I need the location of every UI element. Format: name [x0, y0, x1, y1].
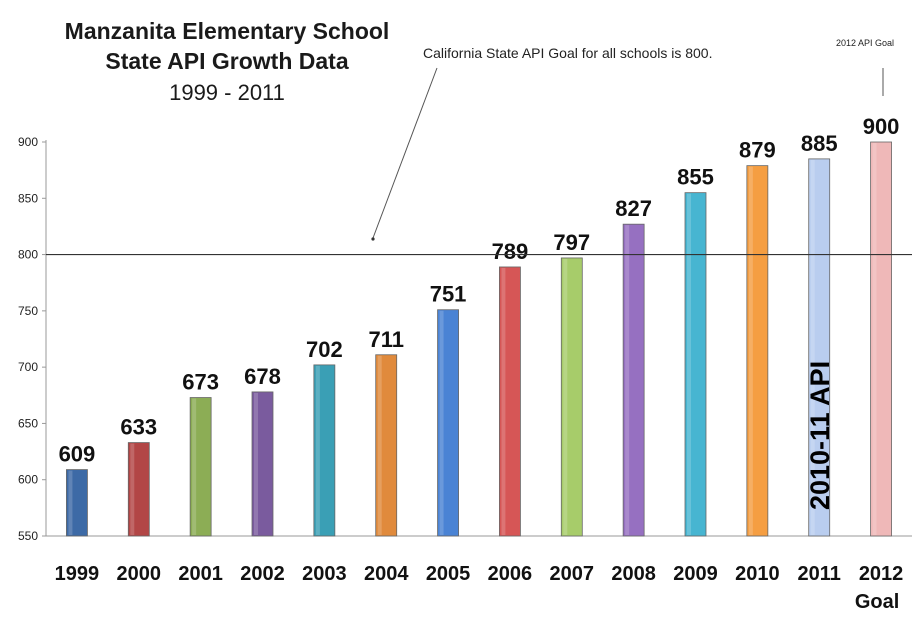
goal-annotation: California State API Goal for all school… [423, 45, 713, 61]
x-tick-label-2011: 2011 [798, 563, 841, 585]
y-tick-label: 650 [18, 416, 38, 430]
value-label-2007: 797 [553, 230, 590, 255]
x-tick-label-1999: 1999 [55, 563, 100, 585]
goal-annotation-pointer-dot [371, 237, 375, 241]
bar-2011 [808, 158, 831, 537]
chart-title-line-2: State API Growth Data [105, 48, 349, 74]
goal-annotation-pointer [372, 67, 438, 239]
bar-highlight-2001 [192, 398, 197, 535]
bar-2010 [746, 165, 769, 537]
value-label-1999: 609 [59, 442, 96, 467]
value-label-2004: 711 [368, 327, 404, 352]
bar-1999 [66, 469, 88, 537]
bar-2000 [127, 442, 150, 537]
value-label-2012: 900 [863, 114, 900, 139]
chart-title-block: Manzanita Elementary School State API Gr… [32, 16, 422, 108]
y-tick-label: 800 [18, 248, 38, 262]
bar-highlight-2010 [748, 166, 753, 535]
value-label-2003: 702 [306, 337, 343, 362]
value-label-2006: 789 [492, 239, 529, 264]
bar-2001 [189, 397, 212, 537]
x-tick-label-2009: 2009 [673, 563, 718, 585]
x-tick-label-2001: 2001 [178, 563, 223, 585]
value-label-2005: 751 [430, 282, 467, 307]
x-tick-label-2002: 2002 [240, 563, 285, 585]
bar-2005 [437, 309, 459, 537]
value-label-2002: 678 [244, 364, 281, 389]
bar-highlight-2002 [254, 392, 258, 535]
bar-2011-annotation: 2010-11 API [805, 361, 835, 510]
bar-highlight-1999 [68, 470, 73, 535]
y-tick-label: 750 [18, 304, 38, 318]
chart-subtitle: 1999 - 2011 [169, 80, 285, 105]
bar-2012 [870, 141, 892, 537]
x-tick-label-2010: 2010 [735, 563, 780, 585]
x-tick-label-2012: 2012 [859, 563, 904, 585]
bar-2009 [684, 192, 707, 537]
bar-2003 [313, 364, 336, 537]
bar-2007 [560, 257, 583, 537]
y-tick-label: 850 [18, 191, 38, 205]
x-tick-sublabel-2012: Goal [855, 591, 899, 613]
bar-highlight-2006 [501, 267, 506, 535]
value-label-2001: 673 [182, 370, 219, 395]
bar-highlight-2011 [810, 159, 815, 535]
y-tick-label: 700 [18, 360, 38, 374]
value-label-2000: 633 [120, 415, 157, 440]
x-tick-label-2004: 2004 [364, 563, 409, 585]
bar-2004 [375, 354, 398, 537]
bar-2008 [622, 223, 645, 537]
bar-highlight-2007 [563, 258, 568, 535]
y-tick-label: 900 [18, 135, 38, 149]
x-tick-label-2007: 2007 [550, 563, 595, 585]
y-tick-label: 600 [18, 473, 38, 487]
value-label-2008: 827 [615, 196, 652, 221]
bar-highlight-2005 [439, 310, 444, 535]
bar-highlight-2012 [872, 143, 877, 535]
bar-highlight-2009 [687, 193, 691, 535]
x-tick-label-2006: 2006 [488, 563, 533, 585]
bar-highlight-2008 [625, 225, 630, 536]
value-label-2009: 855 [677, 165, 714, 190]
x-tick-label-2005: 2005 [426, 563, 471, 585]
bar-2002 [251, 391, 274, 537]
x-tick-label-2003: 2003 [302, 563, 347, 585]
bar-highlight-2000 [130, 443, 135, 535]
x-tick-label-2008: 2008 [611, 563, 656, 585]
bar-highlight-2003 [315, 365, 320, 535]
value-label-2011: 885 [801, 131, 838, 156]
bar-2006 [499, 266, 521, 537]
goal-2012-annotation: 2012 API Goal [836, 38, 895, 48]
y-tick-label: 550 [18, 529, 38, 543]
value-label-2010: 879 [739, 138, 776, 163]
x-tick-label-2000: 2000 [117, 563, 162, 585]
chart-title: Manzanita Elementary School [64, 18, 390, 44]
bar-highlight-2004 [377, 355, 382, 535]
